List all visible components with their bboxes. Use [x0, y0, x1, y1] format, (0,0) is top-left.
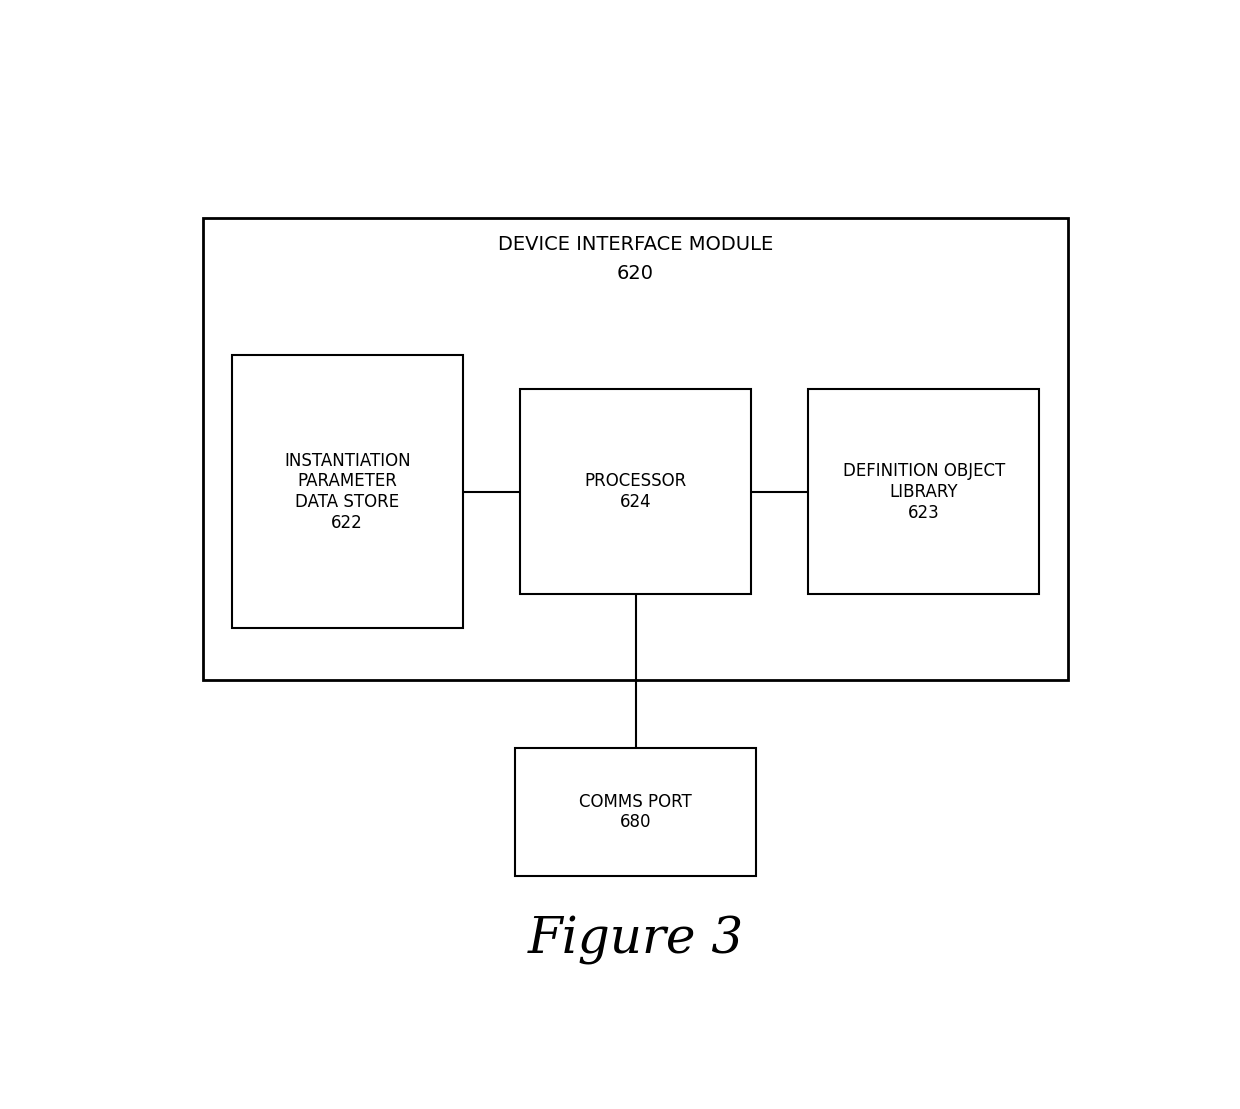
Text: Figure 3: Figure 3 [527, 915, 744, 965]
FancyBboxPatch shape [203, 218, 1068, 680]
FancyBboxPatch shape [516, 747, 755, 876]
Text: INSTANTIATION
PARAMETER
DATA STORE
622: INSTANTIATION PARAMETER DATA STORE 622 [284, 451, 410, 532]
Text: COMMS PORT
680: COMMS PORT 680 [579, 793, 692, 832]
FancyBboxPatch shape [521, 389, 751, 594]
FancyBboxPatch shape [808, 389, 1039, 594]
Text: 620: 620 [618, 264, 653, 284]
Text: PROCESSOR
624: PROCESSOR 624 [584, 472, 687, 511]
Text: DEFINITION OBJECT
LIBRARY
623: DEFINITION OBJECT LIBRARY 623 [843, 462, 1004, 521]
Text: DEVICE INTERFACE MODULE: DEVICE INTERFACE MODULE [498, 235, 773, 254]
FancyBboxPatch shape [232, 355, 463, 629]
